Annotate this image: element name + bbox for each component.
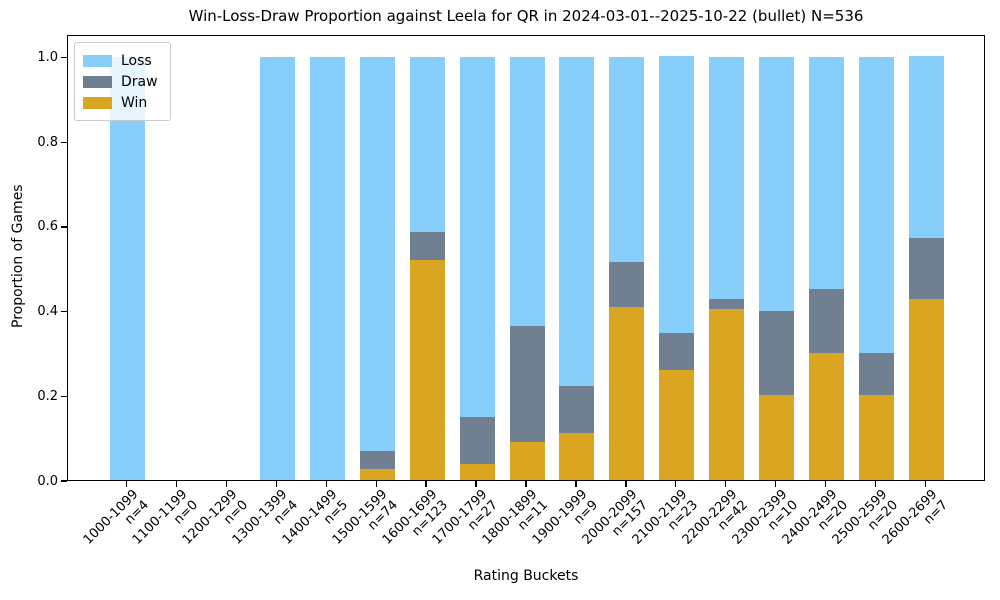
bar-segment-draw	[759, 310, 795, 396]
bar-segment-loss	[409, 56, 445, 233]
legend-entry-loss: Loss	[83, 50, 158, 71]
x-tick-mark	[625, 481, 627, 487]
x-tick-mark	[825, 481, 827, 487]
legend-entry-draw: Draw	[83, 71, 158, 92]
bar-segment-win	[659, 369, 695, 480]
y-tick-label: 1.0	[37, 50, 58, 65]
y-tick-mark	[61, 226, 67, 228]
bar-segment-loss	[109, 56, 145, 480]
bar-segment-loss	[259, 56, 295, 480]
x-tick-mark	[425, 481, 427, 487]
bar-segment-win	[559, 432, 595, 480]
x-tick-mark	[675, 481, 677, 487]
bars-layer	[68, 36, 984, 480]
bar-segment-draw	[809, 289, 845, 353]
x-tick-mark	[125, 481, 128, 487]
x-tick-mark	[924, 481, 927, 487]
bar-segment-win	[359, 468, 395, 480]
y-tick-label: 0.4	[37, 304, 58, 320]
bar-segment-loss	[709, 56, 745, 299]
bar-segment-loss	[859, 56, 895, 353]
bar-segment-loss	[809, 56, 845, 290]
x-axis-label: Rating Buckets	[473, 568, 579, 584]
y-tick-label: 0.0	[37, 473, 58, 489]
bar-segment-win	[859, 395, 895, 480]
x-tick-mark	[575, 481, 577, 487]
y-axis-label: Proportion of Games	[10, 184, 26, 328]
bar-segment-draw	[559, 385, 595, 433]
bar-segment-win	[459, 464, 495, 480]
bar-segment-draw	[709, 298, 745, 309]
bar-segment-loss	[459, 56, 495, 418]
bar-segment-win	[709, 308, 745, 480]
y-tick-label: 0.8	[37, 134, 58, 150]
y-tick-mark	[61, 395, 67, 397]
legend: Loss Draw Win	[74, 42, 171, 121]
y-tick-label: 0.2	[37, 388, 58, 404]
x-tick-mark	[525, 481, 527, 487]
bar-segment-draw	[509, 326, 545, 442]
bar-segment-loss	[909, 56, 945, 238]
bar-segment-loss	[759, 56, 795, 311]
legend-label: Win	[121, 94, 148, 111]
legend-swatch-win	[83, 96, 112, 109]
bar-segment-loss	[559, 56, 595, 386]
x-tick-mark	[875, 481, 877, 487]
y-tick-mark	[61, 56, 67, 59]
y-tick-mark	[61, 310, 67, 313]
legend-swatch-loss	[83, 54, 112, 67]
chart-title: Win-Loss-Draw Proportion against Leela f…	[188, 7, 864, 25]
bar-segment-win	[809, 352, 845, 480]
bar-segment-win	[509, 441, 545, 480]
bar-segment-loss	[509, 56, 545, 327]
bar-segment-win	[409, 259, 445, 480]
bar-segment-loss	[659, 56, 695, 333]
y-tick-label: 0.6	[37, 219, 58, 235]
x-tick-mark	[225, 481, 227, 487]
x-tick-mark	[175, 481, 177, 487]
bar-segment-draw	[409, 232, 445, 260]
x-tick-mark	[375, 481, 377, 487]
bar-segment-win	[609, 307, 645, 480]
bar-segment-draw	[659, 332, 695, 370]
bar-segment-draw	[359, 451, 395, 469]
legend-label: Loss	[121, 52, 152, 69]
legend-label: Draw	[121, 73, 158, 90]
bar-segment-win	[759, 395, 795, 480]
x-tick-mark	[725, 481, 727, 487]
bar-segment-draw	[609, 261, 645, 308]
x-tick-mark	[475, 481, 477, 487]
x-tick-mark	[775, 481, 777, 487]
x-tick-mark	[325, 481, 327, 487]
plot-area: Loss Draw Win	[67, 35, 985, 481]
bar-segment-loss	[609, 56, 645, 262]
bar-segment-draw	[909, 237, 945, 299]
y-tick-mark	[61, 480, 67, 482]
bar-segment-win	[909, 298, 945, 480]
bar-segment-draw	[859, 352, 895, 396]
bar-segment-loss	[359, 56, 395, 452]
legend-swatch-draw	[83, 75, 112, 88]
bar-segment-draw	[459, 417, 495, 465]
legend-entry-win: Win	[83, 92, 158, 113]
y-tick-mark	[61, 141, 67, 143]
x-tick-mark	[275, 481, 277, 487]
bar-segment-loss	[309, 56, 345, 480]
